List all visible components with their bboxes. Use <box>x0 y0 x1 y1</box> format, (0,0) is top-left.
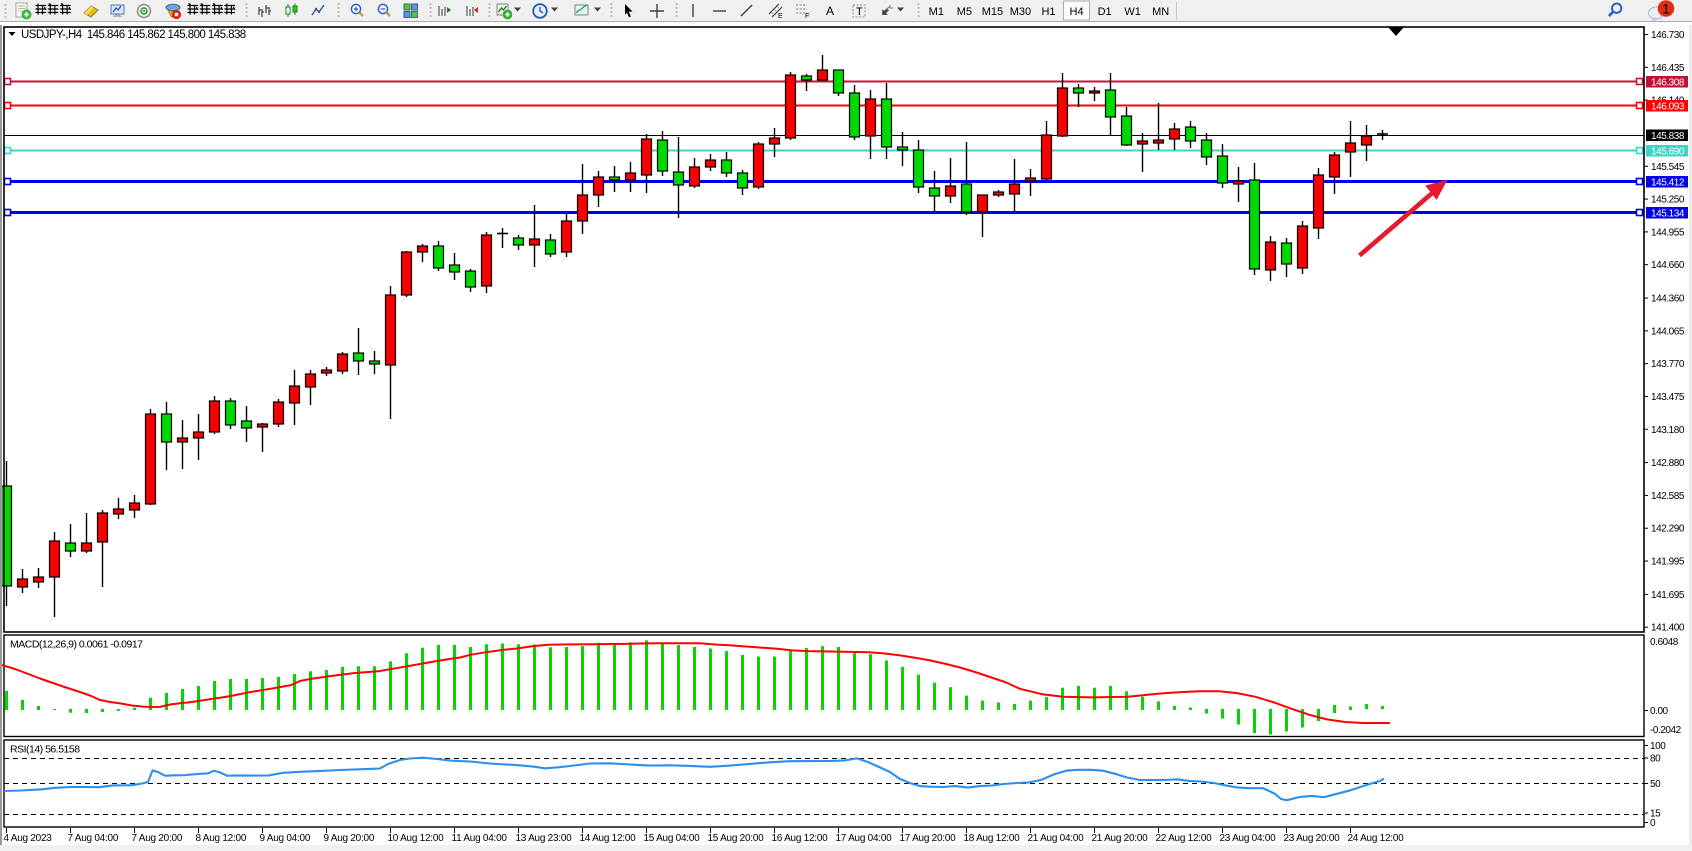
svg-text:17 Aug 20:00: 17 Aug 20:00 <box>900 833 957 844</box>
svg-text:24 Aug 12:00: 24 Aug 12:00 <box>1348 833 1405 844</box>
svg-text:146.308: 146.308 <box>1651 77 1685 88</box>
svg-text:142.290: 142.290 <box>1651 524 1685 535</box>
svg-text:80: 80 <box>1650 754 1661 765</box>
svg-text:144.955: 144.955 <box>1651 227 1685 238</box>
svg-text:141.995: 141.995 <box>1651 557 1685 568</box>
svg-text:100: 100 <box>1650 741 1666 752</box>
svg-text:M1: M1 <box>929 6 944 18</box>
svg-text:MACD(12,26,9) 0.0061 -0.0917: MACD(12,26,9) 0.0061 -0.0917 <box>10 639 143 651</box>
svg-text:145.250: 145.250 <box>1651 195 1685 206</box>
svg-text:144.660: 144.660 <box>1651 260 1685 271</box>
svg-text:H1: H1 <box>1041 6 1055 18</box>
svg-text:14 Aug 12:00: 14 Aug 12:00 <box>580 833 637 844</box>
svg-text:146.435: 146.435 <box>1651 63 1685 74</box>
svg-text:145.690: 145.690 <box>1651 146 1685 157</box>
svg-text:11 Aug 04:00: 11 Aug 04:00 <box>452 833 508 844</box>
svg-text:16 Aug 12:00: 16 Aug 12:00 <box>772 833 829 844</box>
svg-text:15 Aug 04:00: 15 Aug 04:00 <box>644 833 701 844</box>
svg-text:M5: M5 <box>957 6 972 18</box>
svg-text:D1: D1 <box>1098 6 1112 18</box>
svg-text:17 Aug 04:00: 17 Aug 04:00 <box>836 833 893 844</box>
svg-text:15 Aug 20:00: 15 Aug 20:00 <box>708 833 765 844</box>
svg-text:13 Aug 23:00: 13 Aug 23:00 <box>516 833 573 844</box>
svg-text:22 Aug 12:00: 22 Aug 12:00 <box>1156 833 1213 844</box>
svg-text:RSI(14) 56.5158: RSI(14) 56.5158 <box>10 744 80 756</box>
svg-text:F: F <box>805 13 809 20</box>
svg-text:MN: MN <box>1152 6 1169 18</box>
svg-text:141.695: 141.695 <box>1651 590 1685 601</box>
svg-text:15: 15 <box>1650 809 1661 820</box>
svg-text:A: A <box>826 4 834 18</box>
svg-text:T: T <box>856 6 863 18</box>
svg-text:21 Aug 04:00: 21 Aug 04:00 <box>1028 833 1085 844</box>
svg-text:1: 1 <box>1662 1 1670 17</box>
svg-text:144.065: 144.065 <box>1651 326 1685 337</box>
svg-text:8 Aug 12:00: 8 Aug 12:00 <box>196 833 247 844</box>
svg-text:143.180: 143.180 <box>1651 425 1685 436</box>
svg-text:21 Aug 20:00: 21 Aug 20:00 <box>1092 833 1149 844</box>
svg-text:23 Aug 04:00: 23 Aug 04:00 <box>1220 833 1277 844</box>
svg-text:0.6048: 0.6048 <box>1650 637 1679 648</box>
svg-text:4 Aug 2023: 4 Aug 2023 <box>4 833 53 844</box>
svg-text:-0.2042: -0.2042 <box>1650 725 1682 736</box>
svg-text:142.585: 142.585 <box>1651 491 1685 502</box>
svg-text:E: E <box>778 13 783 20</box>
svg-text:23 Aug 20:00: 23 Aug 20:00 <box>1284 833 1341 844</box>
svg-text:144.360: 144.360 <box>1651 294 1685 305</box>
svg-text:145.412: 145.412 <box>1651 177 1685 188</box>
svg-text:143.475: 143.475 <box>1651 392 1685 403</box>
svg-text:M15: M15 <box>982 6 1003 18</box>
svg-text:145.838: 145.838 <box>1651 131 1685 142</box>
svg-text:146.730: 146.730 <box>1651 30 1685 41</box>
svg-text:0: 0 <box>1650 818 1656 829</box>
svg-text:M30: M30 <box>1010 6 1031 18</box>
svg-text:145.545: 145.545 <box>1651 162 1685 173</box>
svg-text:10 Aug 12:00: 10 Aug 12:00 <box>388 833 445 844</box>
svg-text:18 Aug 12:00: 18 Aug 12:00 <box>964 833 1021 844</box>
svg-text:9 Aug 04:00: 9 Aug 04:00 <box>260 833 311 844</box>
svg-text:142.880: 142.880 <box>1651 458 1685 469</box>
svg-text:141.400: 141.400 <box>1651 623 1685 634</box>
svg-text:9 Aug 20:00: 9 Aug 20:00 <box>324 833 375 844</box>
svg-text:H4: H4 <box>1070 6 1084 18</box>
svg-text:7 Aug 04:00: 7 Aug 04:00 <box>68 833 119 844</box>
svg-text:143.770: 143.770 <box>1651 359 1685 370</box>
svg-text:7 Aug 20:00: 7 Aug 20:00 <box>132 833 183 844</box>
svg-text:146.093: 146.093 <box>1651 101 1685 112</box>
svg-text:50: 50 <box>1650 779 1661 790</box>
svg-text:W1: W1 <box>1124 6 1141 18</box>
svg-text:145.134: 145.134 <box>1651 208 1685 219</box>
svg-text:0.00: 0.00 <box>1650 706 1669 717</box>
svg-text:USDJPY-,H4 145.846 145.862 14: USDJPY-,H4 145.846 145.862 145.800 145.8… <box>21 29 246 41</box>
